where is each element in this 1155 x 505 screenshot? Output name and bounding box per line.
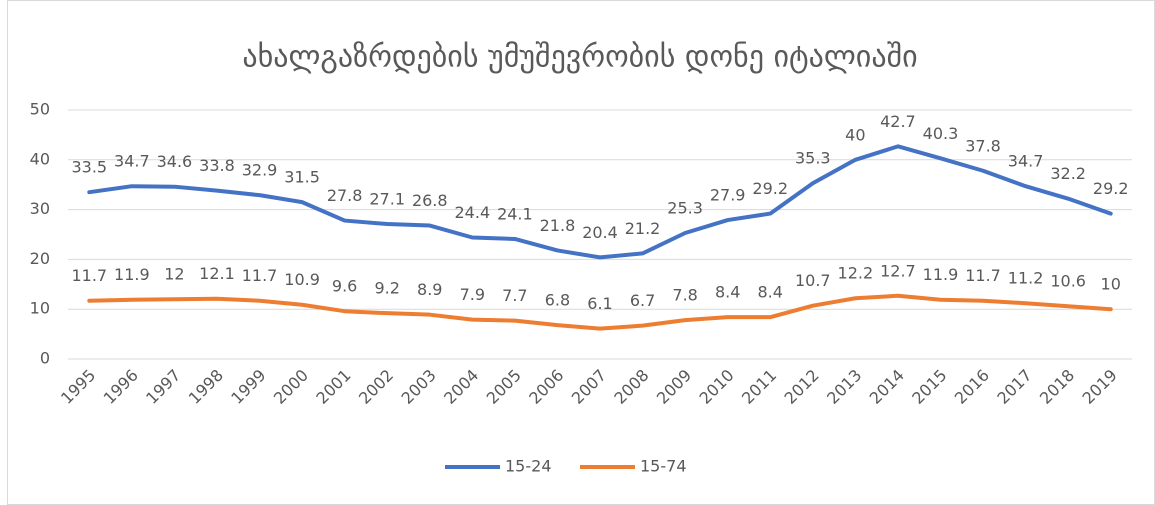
data-label: 12.2: [838, 264, 874, 283]
x-tick-label: 2016: [951, 366, 993, 408]
data-label: 29.2: [1093, 179, 1129, 198]
data-label: 21.2: [625, 219, 661, 238]
data-label: 27.9: [710, 186, 746, 205]
series-line: [87, 144, 1113, 260]
data-label: 31.5: [284, 168, 320, 187]
data-label: 40: [845, 125, 865, 144]
data-label: 35.3: [795, 149, 831, 168]
x-tick-label: 2006: [525, 366, 567, 408]
data-label: 12.1: [199, 264, 235, 283]
data-label: 11.7: [242, 266, 278, 285]
data-label: 11.9: [114, 265, 150, 284]
data-label: 6.8: [545, 291, 570, 310]
data-label: 8.4: [715, 283, 740, 302]
x-tick-label: 1996: [100, 366, 142, 408]
data-label: 32.9: [242, 161, 278, 180]
data-label: 11.7: [71, 266, 107, 285]
x-tick-label: 2000: [270, 366, 312, 408]
legend-label: 15-24: [505, 457, 552, 476]
y-tick-label: 40: [30, 149, 50, 168]
data-label: 21.8: [540, 216, 576, 235]
data-label: 34.7: [114, 152, 150, 171]
x-tick-label: 2018: [1036, 366, 1078, 408]
data-label: 11.2: [1008, 269, 1044, 288]
data-label: 12: [164, 265, 184, 284]
x-tick-label: 2013: [823, 366, 865, 408]
data-label: 26.8: [412, 191, 448, 210]
data-label: 9.6: [332, 277, 357, 296]
data-label: 7.8: [672, 286, 697, 305]
data-label: 6.7: [630, 291, 655, 310]
x-tick-label: 2005: [483, 366, 525, 408]
data-label: 10.7: [795, 271, 831, 290]
data-label: 10.9: [284, 270, 320, 289]
x-tick-label: 2008: [610, 366, 652, 408]
data-label: 6.1: [587, 294, 612, 313]
x-tick-label: 1999: [227, 366, 269, 408]
chart-title: ახალგაზრდების უმუშევრობის დონე იტალიაში: [242, 40, 917, 75]
x-tick-label: 2010: [695, 366, 737, 408]
x-tick-label: 2012: [781, 366, 823, 408]
data-label: 25.3: [667, 199, 703, 218]
data-label: 8.9: [417, 280, 442, 299]
x-tick-label: 2009: [653, 366, 695, 408]
data-label: 20.4: [582, 223, 618, 242]
data-label: 37.8: [965, 136, 1001, 155]
legend-label: 15-74: [640, 457, 687, 476]
data-label: 11.9: [923, 265, 959, 284]
x-tick-label: 2001: [312, 366, 354, 408]
x-tick-label: 2014: [866, 366, 908, 408]
data-label: 7.9: [460, 285, 485, 304]
y-tick-label: 20: [30, 249, 50, 268]
data-label: 34.7: [1008, 152, 1044, 171]
data-label: 33.8: [199, 156, 235, 175]
data-label: 34.6: [157, 152, 193, 171]
y-tick-label: 30: [30, 199, 50, 218]
data-label: 9.2: [374, 279, 399, 298]
data-label: 8.4: [758, 283, 783, 302]
x-tick-label: 2003: [398, 366, 440, 408]
data-label: 12.7: [880, 261, 916, 280]
x-tick-label: 2007: [568, 366, 610, 408]
y-tick-label: 10: [30, 299, 50, 318]
data-label: 27.1: [369, 190, 405, 209]
x-tick-label: 1995: [57, 366, 99, 408]
data-label: 29.2: [752, 179, 788, 198]
data-label: 27.8: [327, 186, 363, 205]
data-label: 10.6: [1050, 272, 1086, 291]
y-tick-label: 50: [30, 100, 50, 119]
data-label: 32.2: [1050, 164, 1086, 183]
data-label: 42.7: [880, 112, 916, 131]
data-label: 24.1: [497, 204, 533, 223]
x-tick-label: 2002: [355, 366, 397, 408]
x-tick-label: 2011: [738, 366, 780, 408]
data-label: 40.3: [923, 124, 959, 143]
data-label: 24.4: [455, 203, 491, 222]
x-tick-label: 2004: [440, 366, 482, 408]
data-label: 33.5: [71, 158, 107, 177]
x-tick-label: 2017: [993, 366, 1035, 408]
x-tick-label: 2015: [908, 366, 950, 408]
x-tick-label: 1998: [185, 366, 227, 408]
data-label: 7.7: [502, 286, 527, 305]
data-label: 11.7: [965, 266, 1001, 285]
data-label: 10: [1101, 275, 1121, 294]
x-tick-label: 1997: [142, 366, 184, 408]
y-tick-label: 0: [40, 349, 50, 368]
x-tick-label: 2019: [1079, 366, 1121, 408]
series-line: [87, 293, 1113, 331]
